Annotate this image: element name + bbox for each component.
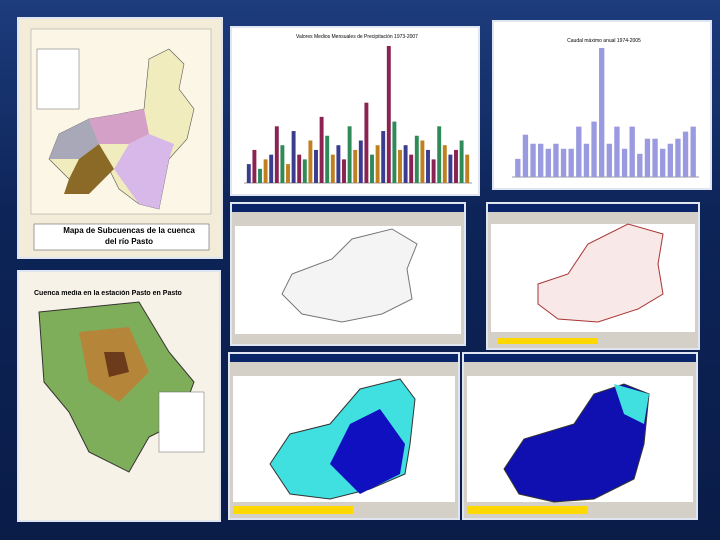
bar: [398, 149, 402, 183]
bar: [308, 140, 313, 183]
bar: [599, 48, 605, 177]
bar: [246, 164, 251, 183]
bar: [459, 140, 464, 183]
bar: [660, 148, 666, 177]
chart-title: Valores Medios Mensuales de Precipitació…: [296, 34, 418, 40]
bar: [269, 154, 274, 183]
map-svg: Cuenca media en la estación Pasto en Pas…: [19, 272, 219, 520]
bar: [403, 145, 408, 183]
bar: [263, 159, 268, 183]
bar: [325, 135, 330, 183]
window-svg: [488, 204, 698, 348]
bar: [381, 131, 386, 183]
map-svg: Mapa de Subcuencas de la cuenca del río …: [19, 19, 221, 257]
bar: [274, 126, 279, 183]
bar: [353, 149, 358, 183]
window-svg: [230, 354, 458, 518]
bar: [330, 154, 335, 183]
window-svg: [464, 354, 696, 518]
bar: [629, 126, 635, 177]
map-title: Cuenca media en la estación Pasto en Pas…: [34, 290, 182, 297]
map-title: Mapa de Subcuencas de la cuenca del río …: [63, 226, 195, 246]
bar: [280, 145, 285, 183]
software-window: [462, 352, 698, 520]
bar: [621, 148, 628, 177]
chart-title: Caudal máximo anual 1974-2005: [567, 38, 641, 44]
bar: [319, 116, 324, 183]
bar: [690, 126, 696, 177]
bar: [614, 126, 620, 177]
bar: [667, 143, 673, 177]
bar: [392, 121, 397, 183]
bar: [297, 154, 302, 183]
chart-svg: Valores Medios Mensuales de Precipitació…: [244, 34, 472, 184]
bar: [291, 131, 296, 183]
bar: [342, 159, 346, 183]
bar: [530, 143, 536, 177]
bar: [358, 140, 363, 183]
bar: [583, 143, 590, 177]
bar: [522, 134, 529, 177]
bar: [652, 138, 658, 177]
bar: [386, 46, 391, 183]
bar: [515, 158, 521, 177]
window-svg: [232, 204, 464, 344]
bar: [682, 131, 689, 177]
bar: [314, 149, 318, 183]
bar: [409, 154, 414, 183]
subbasin-map: Mapa de Subcuencas de la cuenca del río …: [17, 17, 223, 259]
software-window: [228, 352, 460, 520]
bar: [347, 126, 352, 183]
bar: [414, 135, 419, 183]
bar: [560, 148, 567, 177]
bar: [442, 145, 447, 183]
software-window: [486, 202, 700, 350]
bar: [553, 143, 559, 177]
bar: [568, 148, 574, 177]
bar: [302, 159, 307, 183]
bar: [364, 102, 369, 183]
bar: [576, 126, 582, 177]
bar: [370, 154, 374, 183]
software-window: [230, 202, 466, 346]
bar: [538, 143, 544, 177]
bar: [465, 154, 470, 183]
bar: [545, 148, 551, 177]
bar: [252, 149, 257, 183]
flow-chart: Caudal máximo anual 1974-2005: [492, 20, 712, 190]
bar: [675, 138, 681, 177]
bar: [375, 145, 380, 183]
bar: [454, 149, 458, 183]
bar: [606, 143, 612, 177]
bar: [637, 153, 643, 177]
bar: [420, 140, 425, 183]
bar: [437, 126, 442, 183]
bar: [426, 149, 430, 183]
relief-map: Cuenca media en la estación Pasto en Pas…: [17, 270, 221, 522]
bar: [448, 154, 453, 183]
bar: [644, 138, 651, 177]
bar: [431, 159, 436, 183]
bar: [591, 121, 597, 177]
bar: [286, 164, 290, 183]
bar: [336, 145, 341, 183]
precip-chart: Valores Medios Mensuales de Precipitació…: [230, 26, 480, 196]
bar: [258, 168, 262, 183]
chart-svg: Caudal máximo anual 1974-2005: [512, 38, 699, 178]
